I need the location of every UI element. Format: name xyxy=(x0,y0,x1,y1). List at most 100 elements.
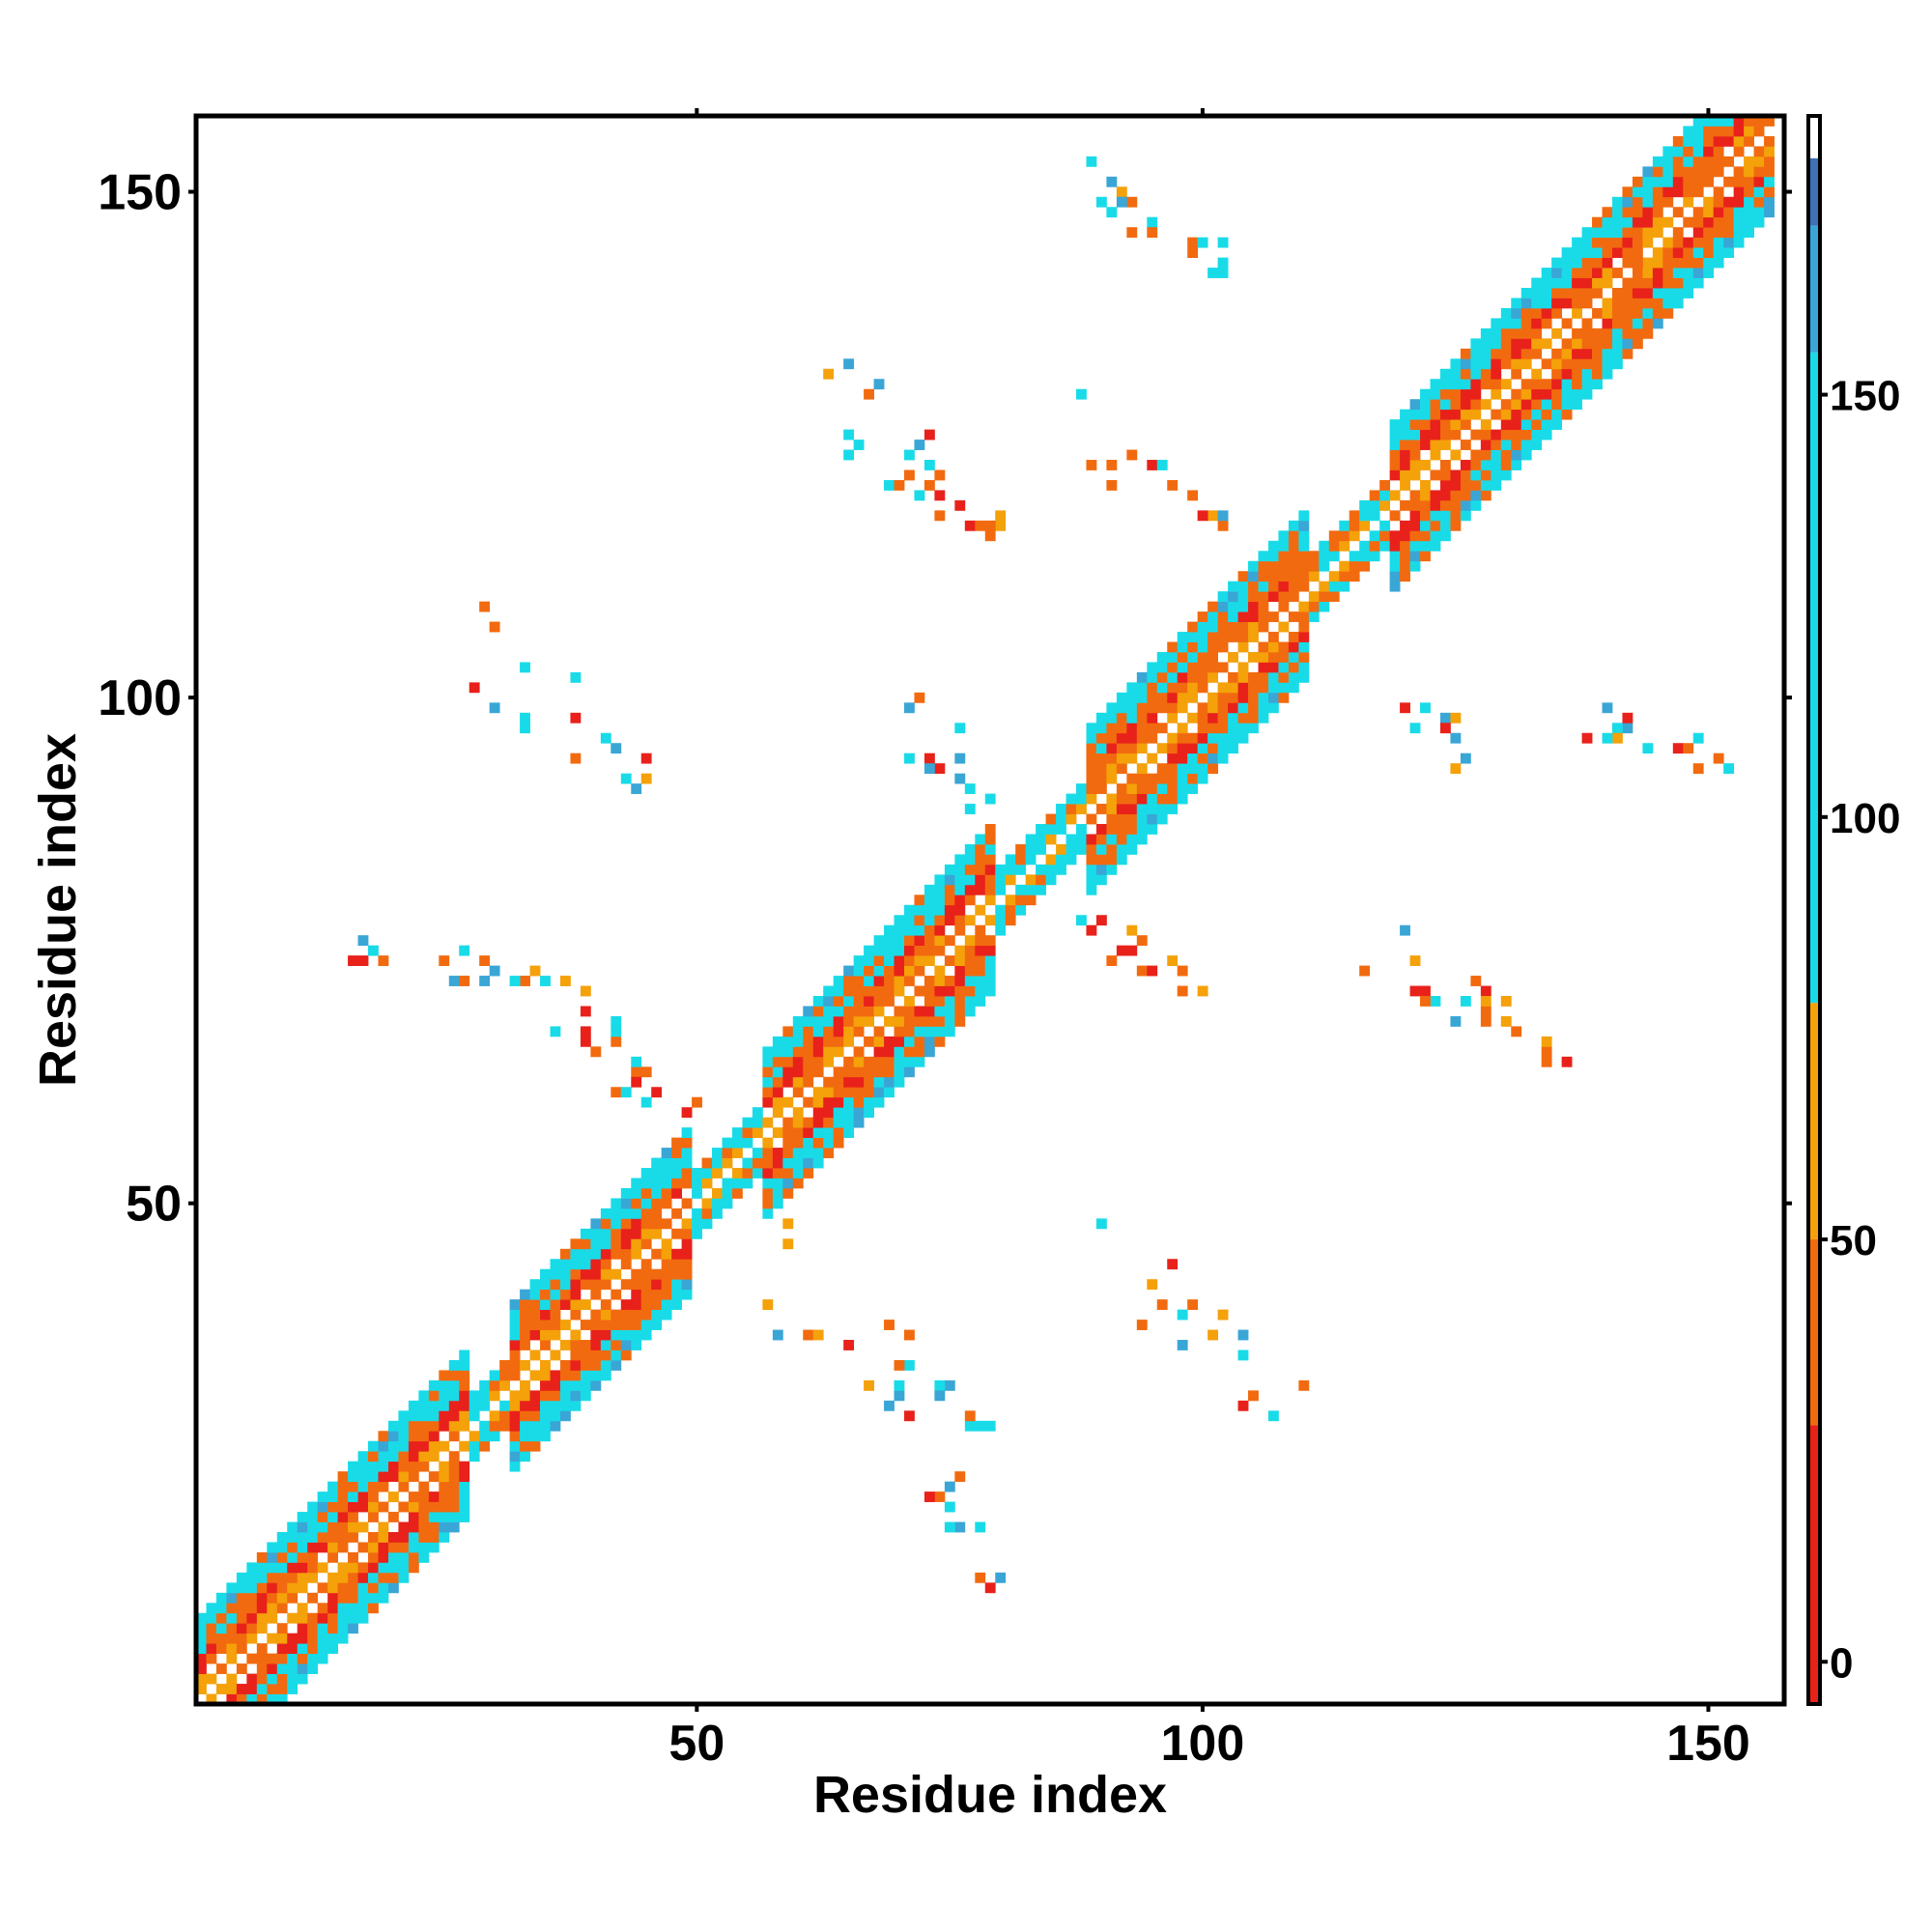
heatmap-cell xyxy=(1339,520,1350,531)
heatmap-cell xyxy=(1713,166,1724,178)
heatmap-cell xyxy=(1450,732,1462,744)
heatmap-cell xyxy=(1308,551,1320,562)
heatmap-cell xyxy=(287,1531,298,1543)
heatmap-cell xyxy=(1095,712,1107,724)
heatmap-cell xyxy=(611,743,622,754)
heatmap-cell xyxy=(701,1208,713,1219)
heatmap-cell xyxy=(1450,712,1462,724)
heatmap-cell xyxy=(1147,773,1158,784)
heatmap-cell xyxy=(1541,277,1552,289)
heatmap-cell xyxy=(903,924,915,936)
heatmap-cell xyxy=(812,996,824,1007)
heatmap-cell xyxy=(1086,924,1097,936)
colorbar-segment xyxy=(1808,225,1820,353)
heatmap-cell xyxy=(1672,227,1684,239)
heatmap-cell xyxy=(894,985,905,997)
heatmap-cell xyxy=(661,1198,672,1209)
heatmap-cell xyxy=(894,955,905,966)
heatmap-cell xyxy=(611,1309,622,1321)
heatmap-cell xyxy=(681,1198,693,1209)
heatmap-cell xyxy=(934,510,946,522)
heatmap-cell xyxy=(1086,884,1097,895)
heatmap-cell xyxy=(529,1289,541,1300)
heatmap-cell xyxy=(509,1299,521,1311)
heatmap-cell xyxy=(914,935,925,947)
heatmap-cell xyxy=(975,965,986,977)
heatmap-cell xyxy=(1430,530,1441,542)
heatmap-cell xyxy=(914,965,925,977)
heatmap-cell xyxy=(550,1309,561,1321)
heatmap-cell xyxy=(1228,732,1238,744)
heatmap-cell xyxy=(762,1157,774,1169)
heatmap-cell xyxy=(1167,479,1179,491)
heatmap-cell xyxy=(1106,460,1118,470)
heatmap-cell xyxy=(1248,621,1259,633)
heatmap-cell xyxy=(439,1461,450,1472)
heatmap-cell xyxy=(1228,651,1238,663)
heatmap-cell xyxy=(236,1684,247,1694)
heatmap-cell xyxy=(398,1420,410,1432)
heatmap-cell xyxy=(1156,460,1168,470)
heatmap-cell xyxy=(428,1501,440,1513)
heatmap-cell xyxy=(640,1268,652,1280)
heatmap-cell xyxy=(1095,1218,1107,1230)
heatmap-cell xyxy=(1611,298,1623,309)
heatmap-cell xyxy=(327,1501,338,1513)
heatmap-cell xyxy=(580,985,591,997)
heatmap-cell xyxy=(631,1076,642,1088)
heatmap-cell xyxy=(833,1076,844,1088)
heatmap-cell xyxy=(1602,298,1613,309)
heatmap-cell xyxy=(580,1238,591,1250)
heatmap-cell xyxy=(1713,216,1724,228)
heatmap-cell xyxy=(1237,1400,1249,1411)
heatmap-cell xyxy=(1167,763,1179,775)
heatmap-cell xyxy=(692,1187,702,1199)
heatmap-cell xyxy=(782,1076,794,1088)
heatmap-cell xyxy=(459,1410,470,1422)
heatmap-cell xyxy=(1622,712,1634,724)
heatmap-cell xyxy=(620,1187,632,1199)
heatmap-cell xyxy=(1409,985,1421,997)
heatmap-cell xyxy=(903,1329,915,1341)
heatmap-cell xyxy=(903,1410,915,1422)
heatmap-cell xyxy=(1389,571,1401,582)
heatmap-cell xyxy=(439,955,450,966)
heatmap-cell xyxy=(418,1531,430,1543)
heatmap-cell xyxy=(903,753,915,764)
heatmap-cell xyxy=(1572,277,1582,289)
heatmap-cell xyxy=(1095,915,1107,926)
heatmap-cell xyxy=(823,1006,835,1017)
heatmap-cell xyxy=(540,1299,551,1311)
heatmap-cell xyxy=(1349,560,1360,572)
heatmap-cell xyxy=(246,1592,258,1604)
heatmap-cell xyxy=(954,996,966,1007)
heatmap-cell xyxy=(559,1320,571,1330)
heatmap-cell xyxy=(1683,166,1694,178)
heatmap-cell xyxy=(1672,135,1684,147)
heatmap-cell xyxy=(884,945,895,956)
heatmap-cell xyxy=(1076,793,1087,805)
heatmap-cell xyxy=(1511,419,1522,431)
heatmap-cell xyxy=(1450,499,1462,511)
heatmap-cell xyxy=(884,1056,895,1067)
heatmap-cell xyxy=(1197,671,1208,683)
heatmap-cell xyxy=(843,1066,855,1078)
heatmap-cell xyxy=(1126,843,1138,855)
heatmap-cell xyxy=(590,1350,602,1361)
heatmap-cell xyxy=(1430,469,1441,481)
heatmap-cell xyxy=(1187,621,1199,633)
heatmap-cell xyxy=(418,1512,430,1522)
heatmap-cell xyxy=(894,924,905,936)
heatmap-cell xyxy=(692,1168,702,1179)
heatmap-cell xyxy=(1025,895,1037,906)
heatmap-cell xyxy=(1400,499,1410,511)
heatmap-cell xyxy=(752,1127,763,1138)
heatmap-cell xyxy=(894,1390,905,1402)
heatmap-cell xyxy=(651,1320,663,1330)
heatmap-cell xyxy=(600,1350,611,1361)
heatmap-cell xyxy=(772,1066,783,1078)
heatmap-cell xyxy=(1208,671,1218,683)
heatmap-cell xyxy=(600,1370,611,1381)
heatmap-cell xyxy=(1116,196,1127,208)
heatmap-cell xyxy=(1237,621,1249,633)
